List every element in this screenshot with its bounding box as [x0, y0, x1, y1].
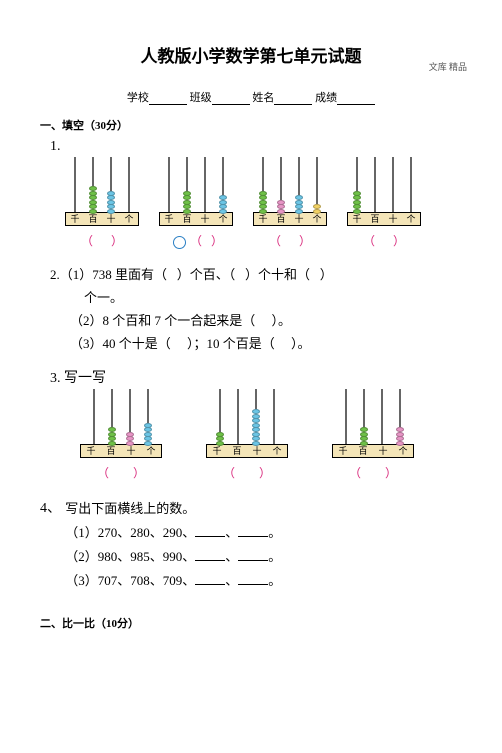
q2-l1e: 个一。	[84, 286, 502, 309]
info-line: 学校 班级 姓名 成绩	[0, 89, 502, 105]
q2-l1b: ）个百、（	[177, 267, 236, 282]
abacus: 千百十个	[156, 157, 236, 226]
watermark: 文库 精品	[429, 60, 467, 73]
q4-blank	[238, 549, 268, 561]
q1-abacus-row: 千百十个千百十个千百十个千百十个	[62, 157, 502, 226]
q4-l1: （1）270、280、290、	[65, 525, 195, 540]
abacus: 千百十个	[330, 389, 416, 458]
q2-l1a: （1）738 里面有（	[60, 267, 167, 282]
q3-number: 3.	[50, 371, 61, 386]
blank-class	[212, 92, 250, 105]
q4-l3: （3）707、708、709、	[65, 573, 195, 588]
abacus: 千百十个	[62, 157, 142, 226]
q1-answer-row: （ ） （ ） （ ） （ ）	[62, 232, 502, 249]
page-title: 人教版小学数学第七单元试题	[0, 42, 502, 67]
blank-name	[274, 92, 312, 105]
q4-blank	[195, 549, 225, 561]
circle-icon	[173, 236, 186, 249]
abacus: 千百十个	[250, 157, 330, 226]
q2-l2b: ）。	[272, 313, 292, 328]
q3-answer-row: （ ） （ ） （ ）	[78, 464, 502, 481]
q3-heading: 3. 写一写	[50, 367, 502, 387]
abacus: 千百十个	[344, 157, 424, 226]
q2-l1c: ）个十和（	[245, 267, 310, 282]
label-class: 班级	[190, 92, 212, 104]
blank-school	[149, 92, 187, 105]
q4-blank	[195, 573, 225, 585]
q2-l3b: ）；10 个百是（	[187, 336, 275, 351]
label-school: 学校	[127, 92, 149, 104]
q4-block: 4、 写出下面横线上的数。 （1）270、280、290、、。 （2）980、9…	[40, 497, 502, 593]
abacus: 千百十个	[204, 389, 290, 458]
q3-blank-1: （ ）	[78, 464, 164, 481]
q2-block: 2.（1）738 里面有（ ）个百、（ ）个十和（ ） 个一。 （2）8 个百和…	[50, 263, 502, 355]
q3-blank-3: （ ）	[330, 464, 416, 481]
section-2-heading: 二、比一比（10分）	[40, 615, 502, 631]
q1-blank-4: （ ）	[344, 232, 424, 249]
q2-l1d: ）	[320, 267, 333, 282]
abacus: 千百十个	[78, 389, 164, 458]
q2-l2a: （2）8 个百和 7 个一合起来是（	[70, 313, 255, 328]
q4-title: 写出下面横线上的数。	[65, 501, 195, 516]
q4-blank	[238, 525, 268, 537]
q4-number: 4、	[40, 497, 62, 521]
q1-number: 1.	[50, 139, 502, 155]
q1-blank-2: （ ）	[156, 232, 236, 249]
q3-abacus-row: 千百十个千百十个千百十个	[78, 389, 502, 458]
q3-blank-2: （ ）	[204, 464, 290, 481]
q4-blank	[238, 573, 268, 585]
label-name: 姓名	[252, 92, 274, 104]
section-1-heading: 一、填空（30分）	[40, 117, 502, 133]
q1-blank-3: （ ）	[250, 232, 330, 249]
blank-score	[337, 92, 375, 105]
q2-l3a: （3）40 个十是（	[70, 336, 171, 351]
label-score: 成绩	[315, 92, 337, 104]
q4-l2: （2）980、985、990、	[65, 549, 195, 564]
q2-number: 2.	[50, 267, 60, 282]
q4-blank	[195, 525, 225, 537]
q2-l3c: ）。	[291, 336, 311, 351]
q1-blank-1: （ ）	[62, 232, 142, 249]
q3-title-text: 写一写	[64, 371, 106, 386]
